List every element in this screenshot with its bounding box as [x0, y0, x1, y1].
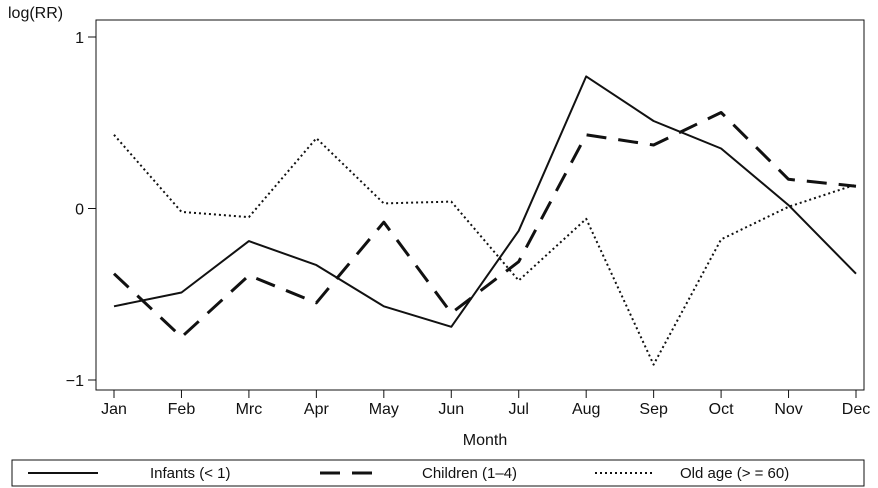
x-tick-label: Aug: [572, 401, 600, 418]
y-axis-label: log(RR): [8, 5, 63, 22]
x-tick-label: May: [369, 401, 399, 418]
x-tick-label: Jan: [101, 401, 127, 418]
x-tick-label: Nov: [774, 401, 802, 418]
series-line-children: [112, 111, 857, 339]
x-tick-label: Mrc: [236, 401, 263, 418]
x-tick-label: Apr: [304, 401, 330, 418]
y-tick-label: 0: [75, 202, 84, 219]
legend-label-children: Children (1–4): [422, 465, 517, 482]
plot-area: [95, 19, 865, 391]
x-tick-label: Feb: [168, 401, 196, 418]
series-line-old-age: [113, 134, 857, 366]
legend: Infants (< 1) Children (1–4) Old age (> …: [11, 459, 865, 487]
y-tick-label: 1: [75, 30, 84, 47]
legend-label-infants: Infants (< 1): [150, 465, 230, 482]
x-tick-label: Jul: [509, 401, 529, 418]
x-tick-label: Dec: [842, 401, 870, 418]
x-tick-label: Jun: [438, 401, 464, 418]
series-layer: [112, 75, 857, 366]
x-tick-label: Sep: [639, 401, 668, 418]
y-axis: −1 0 1: [66, 30, 96, 390]
series-line-infants: [113, 75, 857, 328]
x-axis: Jan Feb Mrc Apr May Jun Jul Aug Sep Oct Nov Dec: [101, 390, 870, 418]
x-tick-label: Oct: [709, 401, 734, 418]
legend-box: [11, 459, 865, 487]
x-axis-label: Month: [463, 432, 507, 449]
legend-label-old-age: Old age (> = 60): [680, 465, 789, 482]
y-tick-label: −1: [66, 373, 84, 390]
